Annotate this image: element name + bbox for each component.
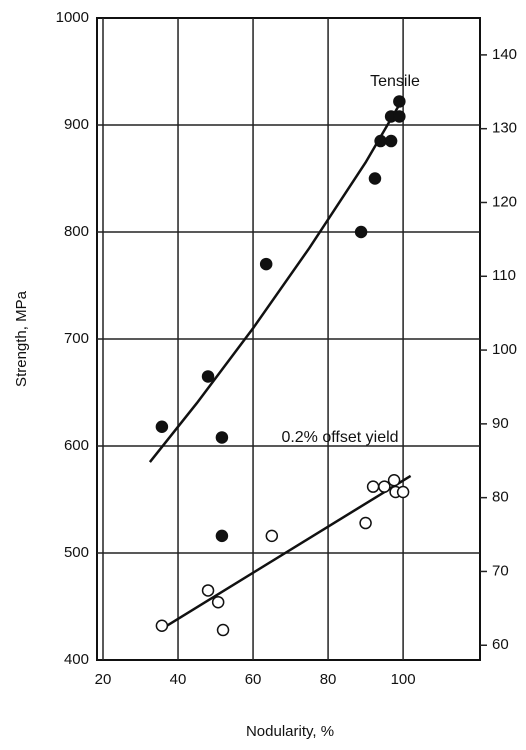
open-point <box>359 516 372 530</box>
y2-tick-label: 70 <box>492 562 509 579</box>
filled-point <box>374 134 387 148</box>
open-point <box>378 480 391 493</box>
y2-tick-label: 80 <box>492 489 509 506</box>
filled-point <box>368 172 382 185</box>
x-tick-label: 80 <box>320 671 337 688</box>
filled-point <box>215 529 229 543</box>
y-tick-label: 500 <box>64 544 89 561</box>
y-tick-label: 1000 <box>56 9 89 26</box>
y-tick-label: 800 <box>64 223 89 240</box>
y2-tick-label: 60 <box>492 636 509 653</box>
filled-point <box>384 134 398 148</box>
x-tick-label: 60 <box>245 671 262 688</box>
y-axis-label: Strength, MPa <box>13 290 30 387</box>
open-point <box>201 584 215 597</box>
filled-point <box>215 431 229 444</box>
y2-tick-label: 90 <box>492 415 509 432</box>
x-tick-label: 40 <box>170 671 187 688</box>
filled-point <box>155 420 169 433</box>
y2-tick-label: 100 <box>492 341 517 358</box>
open-point <box>366 480 380 493</box>
x-tick-label: 20 <box>95 671 112 688</box>
open-point <box>396 485 410 499</box>
open-point <box>216 623 230 637</box>
x-axis-label: Nodularity, % <box>246 723 334 740</box>
y2-tick-label: 130 <box>492 120 517 137</box>
y2-tick-label: 120 <box>492 193 517 210</box>
filled-point <box>354 225 368 239</box>
y2-tick-label: 110 <box>492 267 516 284</box>
filled-point <box>201 370 215 383</box>
filled-point <box>259 257 273 271</box>
x-tick-label: 100 <box>391 671 416 688</box>
open-point <box>155 619 169 633</box>
series-label: Tensile <box>370 73 420 90</box>
fit-line <box>166 474 412 627</box>
open-point <box>387 473 401 487</box>
y-tick-label: 700 <box>64 330 89 347</box>
open-point <box>211 595 225 609</box>
y2-tick-label: 140 <box>492 46 517 63</box>
fit-line <box>148 97 405 463</box>
y-tick-label: 900 <box>64 116 89 133</box>
y-tick-label: 400 <box>64 651 89 668</box>
open-point <box>265 529 279 543</box>
filled-point <box>393 95 406 108</box>
y-tick-label: 600 <box>64 437 89 454</box>
series-label: 0.2% offset yield <box>281 429 399 446</box>
filled-point <box>393 110 406 123</box>
